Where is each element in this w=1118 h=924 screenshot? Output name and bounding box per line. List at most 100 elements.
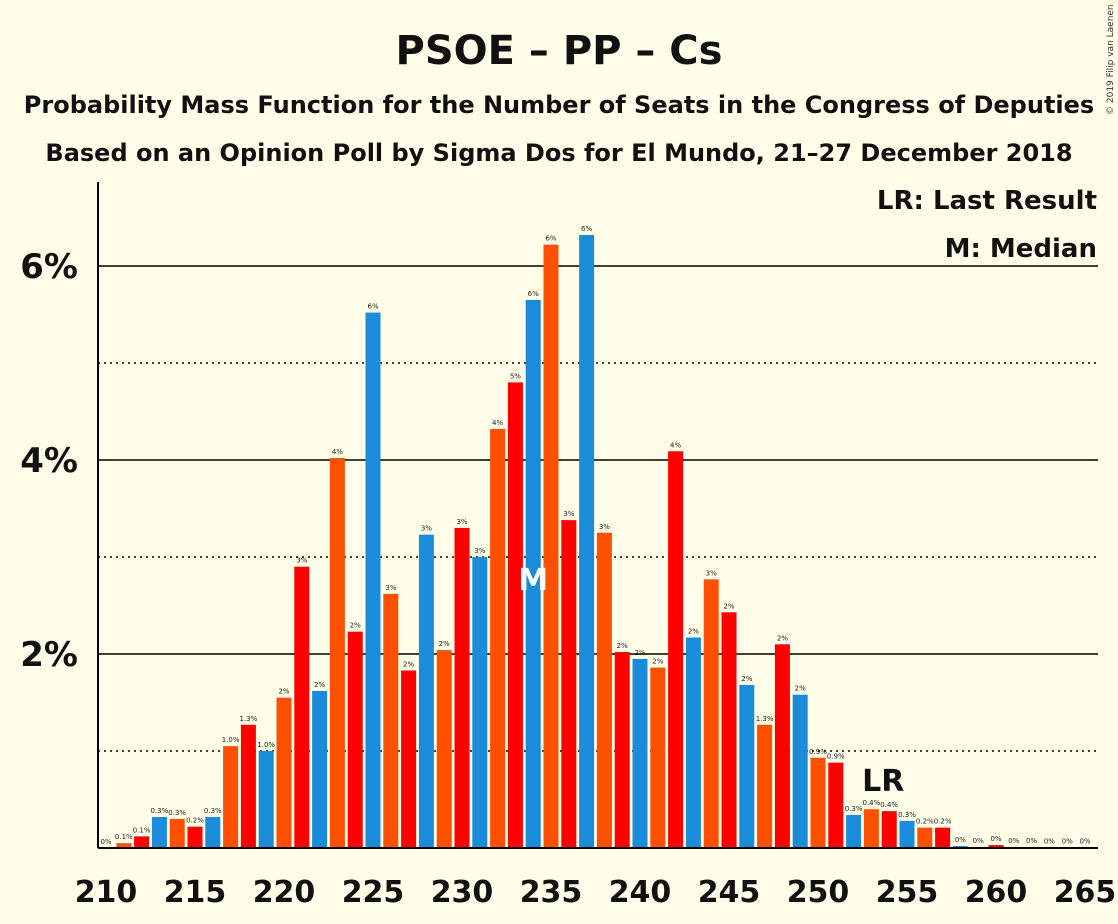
- bar-seat-236: [561, 520, 577, 848]
- bar-value-label: 0.1%: [133, 826, 151, 834]
- bar-seat-223: [329, 458, 345, 848]
- x-tick-label: 220: [253, 875, 316, 910]
- bar-value-label: 2%: [652, 658, 663, 666]
- bar-value-label: 2%: [634, 649, 645, 657]
- bar-seat-225: [365, 312, 381, 848]
- bar-seat-231: [472, 557, 488, 848]
- bar-seat-228: [418, 534, 434, 848]
- legend-median: M: Median: [945, 234, 1097, 264]
- bar-seat-249: [792, 694, 808, 848]
- markers-group: M LR: [518, 563, 904, 799]
- bar-seat-217: [223, 746, 239, 848]
- bar-seat-227: [401, 670, 417, 848]
- x-tick-label: 235: [520, 875, 583, 910]
- bar-seat-243: [685, 637, 701, 848]
- x-tick-label: 260: [965, 875, 1028, 910]
- bar-value-label: 3%: [456, 518, 467, 526]
- bar-value-label: 0%: [1008, 837, 1019, 845]
- bar-seat-211: [116, 843, 132, 848]
- bar-seat-254: [881, 811, 897, 848]
- bar-value-label: 0%: [1079, 838, 1090, 846]
- bar-value-label: 2%: [795, 685, 806, 693]
- bar-value-label: 2%: [777, 634, 788, 642]
- bar-value-label: 2%: [617, 642, 628, 650]
- bar-value-label: 6%: [581, 225, 592, 233]
- bar-seat-213: [151, 816, 167, 848]
- bar-seat-235: [543, 244, 559, 848]
- bar-seat-250: [810, 757, 826, 848]
- bar-seat-244: [703, 579, 719, 848]
- last-result-marker: LR: [862, 764, 904, 799]
- bar-value-label: 0.3%: [204, 807, 222, 815]
- copyright-text: © 2019 Filip van Laenen: [1106, 4, 1116, 115]
- bar-seat-219: [258, 751, 274, 848]
- bar-seat-257: [935, 827, 951, 848]
- bar-value-label: 0%: [1026, 837, 1037, 845]
- bar-labels-group: 0%0.1%0.1%0.3% 0.3%0.2%0.3%1.0%1.3%1.0%2%…: [100, 225, 1090, 846]
- bar-seat-222: [312, 690, 328, 848]
- bar-value-label: 3%: [599, 523, 610, 531]
- bar-seat-216: [205, 816, 221, 848]
- bar-value-label: 3%: [706, 569, 717, 577]
- bar-value-label: 6%: [545, 235, 556, 243]
- bar-seat-226: [383, 593, 399, 848]
- chart-subtitle: Probability Mass Function for the Number…: [24, 91, 1094, 119]
- bar-value-label: 0.4%: [880, 801, 898, 809]
- bar-seat-234: [525, 299, 541, 848]
- bar-seat-241: [650, 667, 666, 848]
- bar-seat-251: [828, 762, 844, 848]
- bar-value-label: 0.9%: [809, 748, 827, 756]
- bar-value-label: 0.2%: [916, 818, 934, 826]
- bar-value-label: 0.3%: [845, 805, 863, 813]
- bar-value-label: 0.2%: [186, 817, 204, 825]
- y-tick-label: 6%: [20, 247, 78, 287]
- bar-seat-229: [436, 650, 452, 848]
- bar-value-label: 0.9%: [827, 753, 845, 761]
- bar-value-label: 3%: [296, 557, 307, 565]
- bar-value-label: 4%: [332, 448, 343, 456]
- bar-seat-218: [240, 724, 256, 848]
- bar-seat-237: [579, 234, 595, 848]
- bar-seat-242: [668, 451, 684, 848]
- bar-seat-240: [632, 658, 648, 848]
- bar-seat-212: [134, 836, 150, 848]
- median-marker: M: [518, 563, 548, 598]
- bar-seat-221: [294, 566, 310, 848]
- bar-value-label: 0%: [973, 837, 984, 845]
- x-tick-label: 225: [342, 875, 405, 910]
- bar-value-label: 2%: [350, 622, 361, 630]
- legend-last-result: LR: Last Result: [877, 186, 1097, 216]
- bar-value-label: 0%: [955, 836, 966, 844]
- bar-seat-238: [596, 532, 612, 848]
- x-tick-label: 245: [698, 875, 761, 910]
- bar-seat-232: [490, 428, 506, 848]
- bar-value-label: 2%: [439, 640, 450, 648]
- x-tick-label: 215: [164, 875, 227, 910]
- bar-value-label: 3%: [474, 547, 485, 555]
- bar-seat-248: [774, 644, 790, 848]
- bar-value-label: 2%: [688, 628, 699, 636]
- bar-value-label: 3%: [385, 584, 396, 592]
- chart-subtitle-source: Based on an Opinion Poll by Sigma Dos fo…: [45, 139, 1072, 167]
- bar-seat-214: [169, 818, 185, 848]
- axes-group: 210 215 220 225 230 235 240 245 250 255 260 265: [75, 182, 1117, 910]
- bar-seat-220: [276, 697, 292, 848]
- bar-value-label: 6%: [367, 303, 378, 311]
- bar-seat-230: [454, 527, 470, 848]
- bar-value-label: 0.3%: [898, 811, 916, 819]
- bar-seat-253: [863, 809, 879, 848]
- bar-seat-252: [846, 815, 862, 848]
- bar-seat-233: [507, 382, 523, 848]
- gridlines: 2% 4% 6%: [20, 247, 1098, 752]
- bar-seat-239: [614, 652, 630, 848]
- bar-seat-224: [347, 631, 363, 848]
- x-tick-label: 265: [1054, 875, 1117, 910]
- bar-value-label: 5%: [510, 372, 521, 380]
- x-tick-label: 250: [787, 875, 850, 910]
- bar-value-label: 1.3%: [756, 715, 774, 723]
- bar-value-label: 3%: [563, 510, 574, 518]
- bar-value-label: 0%: [100, 838, 111, 846]
- bars-group: [116, 234, 1093, 848]
- bar-value-label: 1.3%: [240, 715, 258, 723]
- bar-value-label: 2%: [314, 681, 325, 689]
